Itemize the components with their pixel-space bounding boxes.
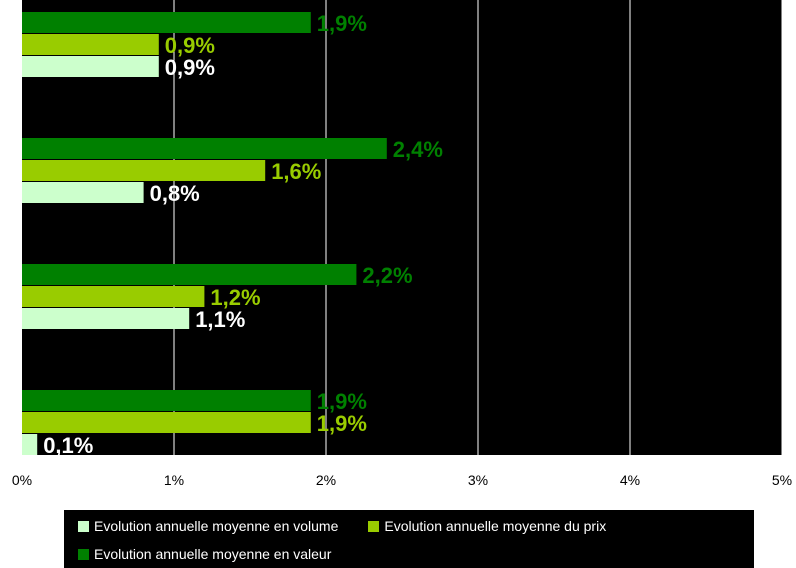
data-label-series1-group2: 1,2% <box>210 285 260 310</box>
data-label-series0-group0: 0,9% <box>165 55 215 80</box>
bars <box>22 12 387 455</box>
x-axis-tick-labels: 0% 1% 2% 3% 4% 5% <box>12 472 792 488</box>
bar-series1-group1 <box>22 160 266 181</box>
bar-series1-group3 <box>22 412 311 433</box>
data-label-series2-group1: 2,4% <box>393 137 443 162</box>
legend-swatch-0 <box>78 520 89 532</box>
x-tick-label-0: 0% <box>12 472 32 488</box>
gridlines <box>173 0 783 455</box>
data-label-series1-group0: 0,9% <box>165 33 215 58</box>
legend-item-0: Evolution annuelle moyenne en volume <box>78 516 338 536</box>
data-label-series1-group1: 1,6% <box>271 159 321 184</box>
data-label-series2-group0: 1,9% <box>317 11 367 36</box>
bar-series2-group0 <box>22 12 311 33</box>
bar-series0-group1 <box>22 182 144 203</box>
data-label-series2-group3: 1,9% <box>317 389 367 414</box>
bar-series2-group2 <box>22 264 357 285</box>
legend-swatch-1 <box>368 520 380 532</box>
data-label-series0-group3: 0,1% <box>43 433 93 458</box>
x-tick-label-2: 2% <box>316 472 336 488</box>
data-label-series1-group3: 1,9% <box>317 411 367 436</box>
data-label-series2-group2: 2,2% <box>362 263 412 288</box>
data-labels: 1,9% 0,9%0,9% 2,4% 1,6% 0,8% 2,2% 1,2%1,1% 1,9%… <box>43 11 443 458</box>
x-tick-label-4: 4% <box>620 472 640 488</box>
bar-series0-group2 <box>22 308 190 329</box>
x-tick-label-3: 3% <box>468 472 488 488</box>
data-label-series0-group1: 0,8% <box>150 181 200 206</box>
legend-item-2: Evolution annuelle moyenne en valeur <box>78 544 331 564</box>
bar-series0-group0 <box>22 56 159 77</box>
legend-item-1: Evolution annuelle moyenne du prix <box>368 516 606 536</box>
legend: Evolution annuelle moyenne en volume Evol… <box>64 510 754 568</box>
legend-label-2: Evolution annuelle moyenne en valeur <box>94 546 332 562</box>
x-tick-label-1: 1% <box>164 472 184 488</box>
bar-series2-group1 <box>22 138 387 159</box>
bar-series0-group3 <box>22 434 38 455</box>
legend-label-1: Evolution annuelle moyenne du prix <box>384 518 607 534</box>
legend-swatch-2 <box>78 548 89 560</box>
bar-series1-group0 <box>22 34 159 55</box>
legend-label-0: Evolution annuelle moyenne en volume <box>94 518 339 534</box>
bar-series2-group3 <box>22 390 311 411</box>
x-tick-label-5: 5% <box>772 472 792 488</box>
data-label-series0-group2: 1,1% <box>195 307 245 332</box>
bar-series1-group2 <box>22 286 205 307</box>
